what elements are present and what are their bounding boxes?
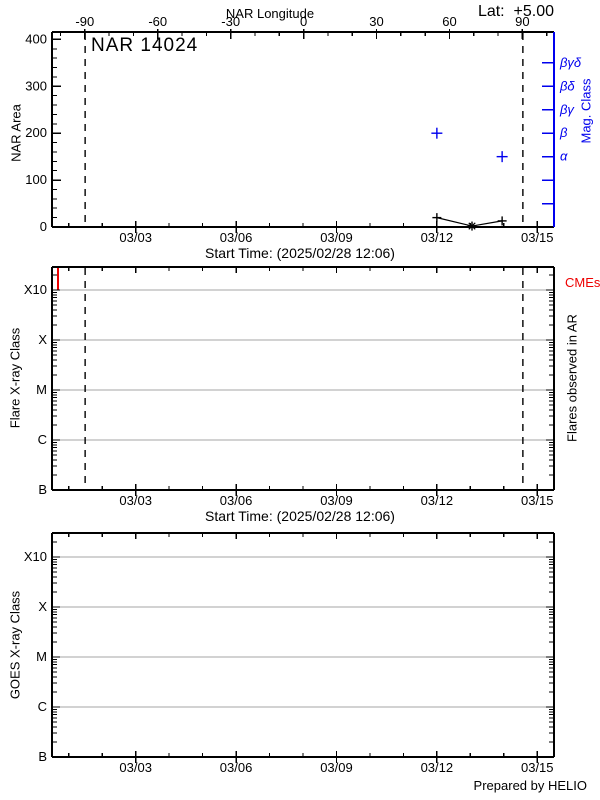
longitude-axis: -90 -60 -30 0 30 60 90	[59, 14, 548, 39]
start-time-caption-1: Start Time: (2025/02/28 12:06)	[205, 245, 395, 261]
longitude-tick-label: -90	[75, 14, 94, 29]
date-tick-label: 03/06	[220, 230, 253, 245]
page-title: NAR 14024	[91, 35, 199, 56]
longitude-tick-label: -60	[148, 14, 167, 29]
nar-area-axis-label: NAR Area	[8, 104, 24, 162]
chart-flare-xray: 03/03 03/06 03/09 03/12 03/15 B C M X X10	[24, 266, 555, 508]
cmes-label: CMEs	[565, 275, 600, 290]
date-tick-label: 03/12	[421, 493, 454, 508]
date-tick-label: 03/03	[119, 230, 152, 245]
plus-marker	[432, 213, 442, 223]
gridlines	[52, 556, 554, 708]
class-tick-label: C	[38, 699, 47, 714]
class-tick-label: X	[38, 599, 47, 614]
mag-class-axis-label: Mag. Class	[578, 78, 594, 144]
class-tick-label: B	[38, 482, 47, 497]
class-tick-label: B	[38, 749, 47, 764]
plus-marker	[497, 216, 507, 226]
date-tick-label: 03/12	[421, 230, 454, 245]
start-time-caption-2: Start Time: (2025/02/28 12:06)	[205, 508, 395, 524]
date-tick-label: 03/12	[421, 760, 454, 775]
class-tick-label: X10	[24, 549, 47, 564]
longitude-tick-label: 90	[515, 14, 529, 29]
class-tick-label: M	[36, 382, 47, 397]
chart-goes-xray: 03/03 03/06 03/09 03/12 03/15 B C M X X10	[24, 532, 555, 775]
mag-class-tick-label: α	[560, 149, 568, 164]
mag-class-axis-ticks: βγδ βδ βγ βα	[542, 55, 582, 205]
date-tick-label: 03/06	[220, 760, 253, 775]
date-axis-ticks: 03/03 03/06 03/09 03/12 03/15	[68, 533, 554, 775]
date-tick-label: 03/15	[521, 230, 554, 245]
date-tick-label: 03/09	[320, 493, 353, 508]
area-tick-label: 100	[25, 172, 47, 187]
area-tick-label: 0	[40, 219, 47, 234]
limb-crossing-lines	[84, 33, 524, 226]
date-tick-label: 03/09	[320, 760, 353, 775]
class-tick-label: X	[38, 332, 47, 347]
gridlines	[52, 289, 554, 441]
series-mag-class	[431, 127, 508, 163]
mag-class-tick-label: βδ	[559, 78, 575, 93]
date-axis-ticks: 03/03 03/06 03/09 03/12 03/15	[68, 267, 554, 508]
area-tick-label: 400	[25, 31, 47, 46]
plus-marker	[431, 127, 443, 139]
longitude-tick-label: -30	[221, 14, 240, 29]
axes-frame	[51, 266, 555, 491]
y-axis-ticks: 0 100 200 300 400	[25, 31, 61, 234]
area-tick-label: 300	[25, 78, 47, 93]
flare-xray-axis-label: Flare X-ray Class	[7, 327, 23, 429]
y-axis-ticks: B C M X X10	[24, 274, 554, 497]
longitude-tick-label: 30	[369, 14, 383, 29]
plus-marker	[496, 151, 508, 163]
date-tick-label: 03/15	[521, 760, 554, 775]
area-tick-label: 200	[25, 125, 47, 140]
class-tick-label: X10	[24, 282, 47, 297]
limb-crossing-lines	[84, 268, 524, 489]
chart-nar-area: 03/03 03/06 03/09 03/12 03/15 -90 -60 -30 0 30 60 9…	[25, 14, 582, 245]
series-nar-area	[432, 213, 507, 231]
mag-class-tick-label: βγδ	[559, 55, 582, 70]
mag-class-tick-label: β	[559, 125, 568, 140]
top-axis-title: NAR Longitude	[225, 6, 315, 21]
star-marker	[467, 221, 477, 231]
date-axis-ticks: 03/03 03/06 03/09 03/12 03/15	[68, 221, 554, 245]
y-axis-ticks: B C M X X10	[24, 541, 554, 764]
mag-class-tick-label: βγ	[559, 102, 575, 117]
goes-xray-axis-label: GOES X-ray Class	[7, 590, 23, 700]
flares-observed-label: Flares observed in AR	[564, 314, 580, 442]
longitude-tick-label: 0	[300, 14, 307, 29]
date-tick-label: 03/15	[521, 493, 554, 508]
longitude-tick-label: 60	[442, 14, 456, 29]
date-tick-label: 03/03	[119, 760, 152, 775]
class-tick-label: C	[38, 432, 47, 447]
date-tick-label: 03/09	[320, 230, 353, 245]
date-tick-label: 03/06	[220, 493, 253, 508]
axes-frame	[51, 532, 555, 758]
latitude-label: Lat: +5.00	[477, 3, 554, 20]
footer-credit: Prepared by HELIO	[473, 778, 587, 793]
class-tick-label: M	[36, 649, 47, 664]
date-tick-label: 03/03	[119, 493, 152, 508]
axes-frame	[51, 31, 555, 228]
